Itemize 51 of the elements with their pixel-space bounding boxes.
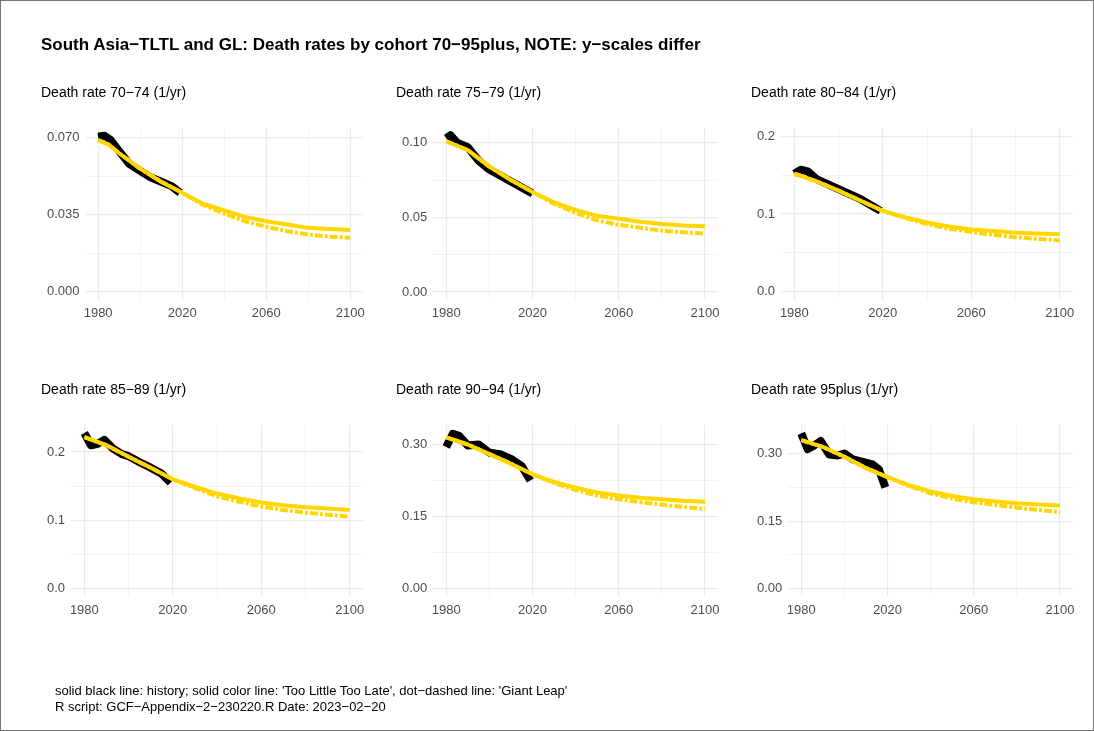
text: South Asia−TLTL and GL: Death rates by cohort 70−95plus, NOTE: y−scales differ [41, 35, 701, 55]
x-tick-label: 2020 [868, 304, 898, 320]
x-tick-label: 2020 [873, 601, 902, 617]
x-tick-label: 2060 [956, 304, 986, 320]
text: R script: GCF−Appendix−2−230220.R Date: 2023−02−20 [55, 699, 387, 715]
x-tick-label: 1980 [83, 304, 113, 320]
y-tick-label: 0.15 [756, 512, 783, 528]
x-tick-label: 1980 [431, 601, 461, 617]
y-tick-label: 0.1 [46, 511, 66, 527]
y-tick-label: 0.00 [756, 580, 783, 596]
chart-title: Death rate 70−74 (1/yr) [41, 84, 187, 101]
y-tick-label: 0.00 [401, 580, 428, 596]
x-tick-label: 2060 [604, 601, 634, 617]
x-tick-label: 2060 [251, 304, 281, 320]
x-tick-label: 1980 [69, 601, 99, 617]
x-tick-label: 2060 [604, 304, 634, 320]
x-tick-label: 1980 [431, 304, 461, 320]
x-tick-label: 2020 [158, 601, 188, 617]
x-tick-label: 2100 [335, 601, 365, 617]
y-tick-label: 0.070 [46, 129, 80, 145]
chart-title: Death rate 80−84 (1/yr) [751, 84, 897, 101]
x-tick-label: 2060 [959, 601, 989, 617]
x-tick-label: 2100 [690, 304, 720, 320]
x-tick-label: 2100 [335, 304, 365, 320]
y-tick-label: 0.10 [401, 134, 428, 150]
x-tick-label: 2100 [1045, 304, 1075, 320]
chart-title: Death rate 90−94 (1/yr) [396, 381, 542, 398]
x-tick-label: 2060 [246, 601, 276, 617]
y-tick-label: 0.05 [401, 208, 428, 224]
x-tick-label: 2100 [690, 601, 720, 617]
y-tick-label: 0.30 [756, 445, 783, 461]
y-tick-label: 0.30 [401, 436, 428, 452]
x-tick-label: 1980 [786, 601, 816, 617]
text: solid black line: history; solid color line: 'Too Little Too Late', dot−dashed line: 'Giant Leap' [55, 683, 568, 699]
y-tick-label: 0.000 [46, 283, 80, 299]
y-tick-label: 0.00 [401, 283, 428, 299]
chart-title: Death rate 85−89 (1/yr) [41, 381, 187, 398]
y-tick-label: 0.0 [46, 579, 66, 595]
y-tick-label: 0.15 [401, 508, 428, 524]
x-tick-label: 2020 [518, 304, 547, 320]
y-tick-label: 0.2 [46, 443, 66, 459]
x-tick-label: 2020 [167, 304, 197, 320]
x-tick-label: 2100 [1045, 601, 1075, 617]
chart-title: Death rate 75−79 (1/yr) [396, 84, 542, 101]
y-tick-label: 0.2 [756, 127, 776, 143]
y-tick-label: 0.035 [46, 206, 80, 222]
y-tick-label: 0.0 [756, 283, 776, 299]
x-tick-label: 2020 [518, 601, 547, 617]
x-tick-label: 1980 [779, 304, 809, 320]
chart-title: Death rate 95plus (1/yr) [751, 381, 899, 398]
y-tick-label: 0.1 [756, 205, 776, 221]
